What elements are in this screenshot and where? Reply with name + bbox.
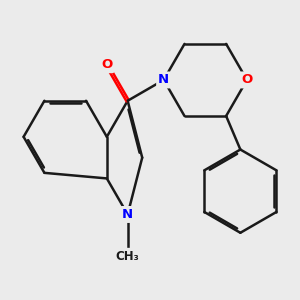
Text: N: N — [122, 208, 133, 221]
Text: O: O — [101, 58, 112, 71]
Text: N: N — [158, 74, 169, 86]
Text: O: O — [241, 74, 253, 86]
Text: CH₃: CH₃ — [116, 250, 140, 262]
